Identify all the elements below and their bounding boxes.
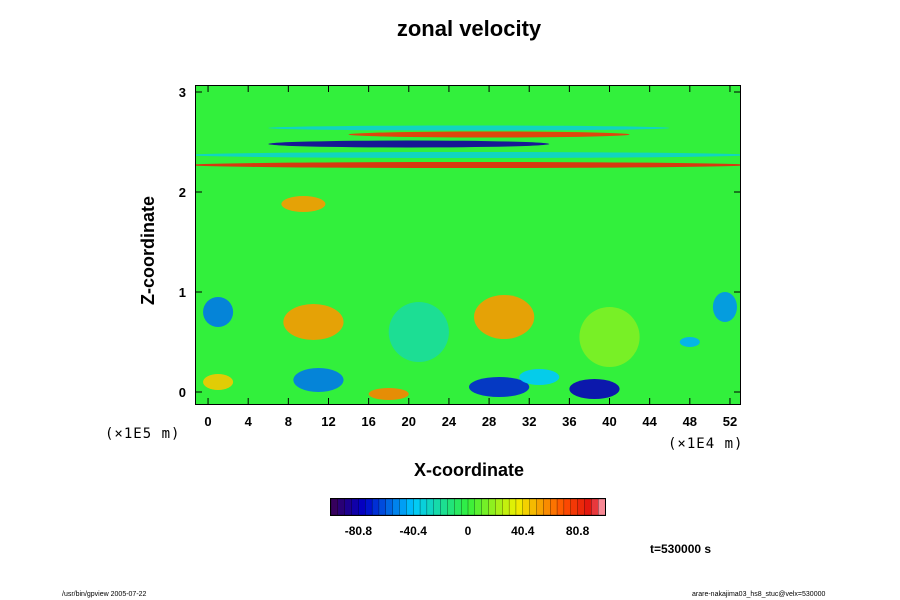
x-tick-label: 24 bbox=[442, 414, 457, 429]
y-unit-label: (×1E5 m) bbox=[105, 426, 181, 442]
x-unit-label: (×1E4 m) bbox=[668, 436, 744, 452]
footer-left: /usr/bin/gpview 2005-07-22 bbox=[62, 591, 147, 598]
y-tick-label: 2 bbox=[179, 185, 186, 200]
x-tick-label: 36 bbox=[562, 414, 576, 429]
heatmap-feature bbox=[474, 295, 535, 339]
x-tick-label: 48 bbox=[683, 414, 697, 429]
heatmap-feature bbox=[293, 368, 344, 392]
heatmap-feature bbox=[281, 196, 326, 212]
footer-right: arare-nakajima03_hs8_stuc@velx=530000 bbox=[692, 591, 826, 598]
x-tick-label: 32 bbox=[522, 414, 536, 429]
heatmap-feature bbox=[348, 131, 630, 138]
heatmap-feature bbox=[469, 377, 530, 397]
x-tick-label: 4 bbox=[245, 414, 253, 429]
heatmap-feature bbox=[579, 307, 640, 367]
heatmap-feature bbox=[268, 140, 550, 148]
x-tick-label: 20 bbox=[402, 414, 416, 429]
heatmap-feature bbox=[712, 292, 737, 322]
colorbar-tick-label: -80.8 bbox=[345, 524, 373, 538]
colorbar-tick-label: 40.4 bbox=[511, 524, 535, 538]
heatmap-feature bbox=[679, 337, 700, 347]
y-tick-label: 3 bbox=[179, 85, 186, 100]
heatmap-feature bbox=[203, 374, 234, 390]
x-tick-label: 16 bbox=[361, 414, 375, 429]
heatmap-feature bbox=[196, 162, 740, 168]
heatmap-feature bbox=[388, 302, 449, 362]
heatmap-feature bbox=[203, 297, 234, 327]
x-tick-label: 52 bbox=[723, 414, 737, 429]
heatmap-background bbox=[196, 86, 740, 404]
heatmap-feature bbox=[283, 304, 344, 340]
colorbar bbox=[330, 498, 606, 516]
heatmap-feature bbox=[196, 152, 740, 158]
colorbar-tick-label: -40.4 bbox=[400, 524, 428, 538]
heatmap-feature bbox=[569, 379, 620, 399]
colorbar-tick-label: 80.8 bbox=[566, 524, 590, 538]
heatmap-feature bbox=[368, 388, 409, 400]
x-tick-label: 40 bbox=[602, 414, 616, 429]
time-label: t=530000 s bbox=[650, 542, 712, 556]
plot-area bbox=[195, 85, 741, 405]
x-tick-label: 44 bbox=[642, 414, 657, 429]
heatmap-feature bbox=[268, 125, 670, 131]
chart-title: zonal velocity bbox=[396, 16, 542, 41]
colorbar-tick-label: 0 bbox=[465, 524, 472, 538]
y-tick-label: 1 bbox=[179, 285, 186, 300]
y-tick-label: 0 bbox=[179, 385, 186, 400]
colorbar-gradient bbox=[330, 498, 606, 516]
x-tick-label: 0 bbox=[204, 414, 211, 429]
heatmap-feature bbox=[519, 369, 560, 385]
heatmap bbox=[196, 86, 740, 404]
x-axis-label: X-coordinate bbox=[413, 460, 524, 480]
x-tick-label: 28 bbox=[482, 414, 496, 429]
x-tick-label: 8 bbox=[285, 414, 292, 429]
x-tick-label: 12 bbox=[321, 414, 335, 429]
